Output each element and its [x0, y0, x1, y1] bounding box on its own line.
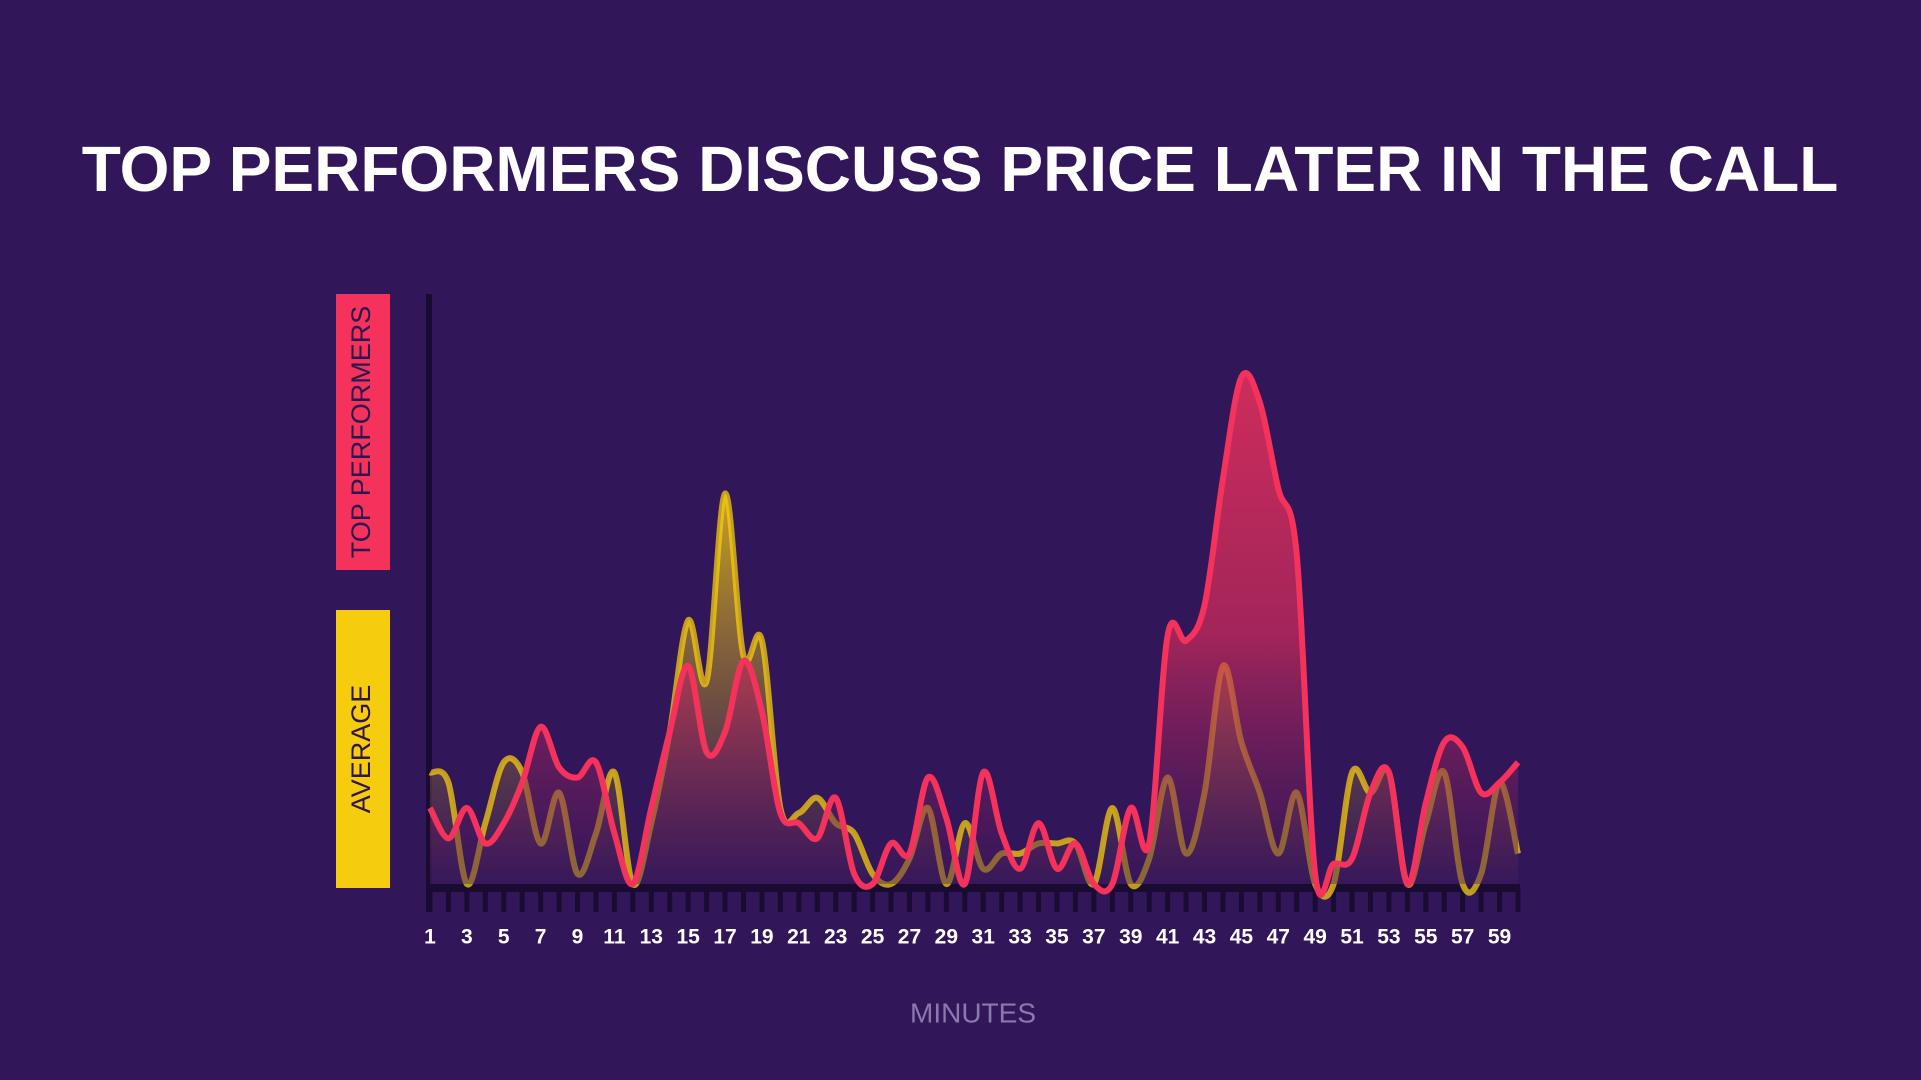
x-tick-label: 49	[1303, 926, 1326, 949]
x-tick-label: 33	[1008, 926, 1031, 949]
x-tick-label: 25	[861, 926, 885, 949]
x-tick-label: 19	[750, 926, 773, 949]
x-tick-label: 11	[603, 926, 626, 949]
x-tick-label: 23	[824, 926, 847, 949]
x-tick-label: 17	[713, 926, 736, 949]
x-tick-label: 35	[1045, 926, 1069, 949]
x-tick-label: 55	[1414, 926, 1438, 949]
x-tick-label: 5	[498, 926, 510, 949]
x-tick-label: 1	[424, 926, 436, 949]
x-axis-label: MINUTES	[910, 997, 1036, 1028]
x-tick-label: 9	[572, 926, 584, 949]
legend-label: AVERAGE	[346, 685, 376, 814]
x-tick-label: 7	[535, 926, 547, 949]
x-tick-label: 59	[1488, 926, 1511, 949]
legend-label: TOP PERFORMERS	[346, 306, 376, 559]
chart-title: TOP PERFORMERS DISCUSS PRICE LATER IN TH…	[82, 133, 1839, 205]
line	[427, 369, 1521, 898]
x-tick-label: 29	[935, 926, 958, 949]
area	[430, 372, 1518, 895]
x-axis-band	[426, 884, 1520, 892]
x-tick-label: 3	[461, 926, 473, 949]
x-tick-label: 39	[1119, 926, 1142, 949]
x-tick-label: 41	[1156, 926, 1180, 949]
x-tick-label: 21	[787, 926, 811, 949]
x-tick-label: 47	[1267, 926, 1290, 949]
x-tick-label: 51	[1340, 926, 1364, 949]
legend-swatch	[336, 294, 390, 570]
x-tick-label: 57	[1451, 926, 1474, 949]
x-tick-label: 37	[1082, 926, 1105, 949]
x-tick-label: 27	[898, 926, 921, 949]
x-tick-label: 15	[676, 926, 700, 949]
legend-swatch	[336, 610, 390, 888]
line	[428, 490, 1521, 900]
x-tick-label: 31	[972, 926, 996, 949]
x-tick-label: 45	[1230, 926, 1254, 949]
x-tick-label: 13	[640, 926, 663, 949]
x-tick-label: 53	[1377, 926, 1400, 949]
x-tick-label: 43	[1193, 926, 1216, 949]
